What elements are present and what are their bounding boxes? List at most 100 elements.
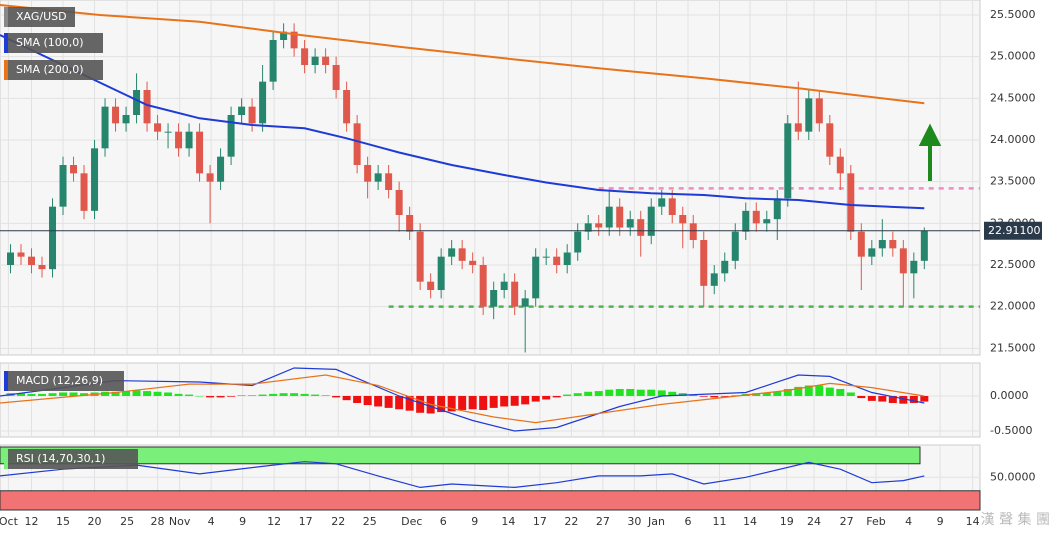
macd-bar: [206, 395, 215, 398]
candle-body: [521, 298, 529, 307]
candle-body: [763, 219, 771, 224]
candle-body: [416, 231, 424, 282]
macd-bar: [773, 391, 782, 396]
legend-box: [4, 60, 103, 80]
candle-body: [122, 115, 130, 124]
x-tick-label: 30: [627, 515, 641, 528]
x-tick-label: Jan: [647, 515, 665, 528]
candle-body: [532, 256, 540, 299]
x-tick-label: 19: [780, 515, 794, 528]
candle-body: [164, 131, 172, 133]
plot-layer: Oct 12 15 20 25 28 Nov 4 9 12 17 22 25 Dec 6 9 14 17 22 27 3…: [0, 0, 1042, 528]
candle-body: [710, 273, 718, 286]
macd-bar: [300, 393, 309, 396]
legend-box: [4, 33, 103, 53]
macd-bar: [237, 395, 246, 396]
macd-bar: [815, 385, 824, 396]
legend-label: SMA (100,0): [16, 36, 84, 49]
candle-body: [7, 252, 15, 265]
macd-bar: [374, 395, 383, 407]
x-tick-label: Nov: [169, 515, 191, 528]
macd-bar: [857, 395, 866, 399]
candle-body: [17, 252, 25, 257]
legend-box: [4, 7, 75, 27]
macd-bar: [279, 393, 288, 396]
legend-box: [4, 371, 124, 391]
candle-body: [469, 260, 477, 265]
candle-body: [301, 48, 309, 65]
macd-bar: [122, 391, 131, 396]
macd-bar: [353, 395, 362, 403]
candle-body: [196, 131, 204, 174]
macd-bar: [699, 395, 708, 397]
macd-bar: [342, 395, 351, 401]
macd-bar: [59, 392, 68, 396]
candle-body: [112, 106, 120, 124]
legend-swatch: [4, 371, 8, 391]
candle-body: [553, 256, 561, 265]
candle-body: [773, 198, 781, 220]
legend-label: MACD (12,26,9): [16, 374, 103, 387]
candle-body: [805, 98, 813, 132]
macd-bar: [195, 395, 204, 397]
macd-bar: [174, 393, 183, 396]
macd-bar: [27, 393, 36, 396]
y-tick-label: 24.0000: [990, 133, 1036, 146]
oversold-zone: [0, 490, 981, 511]
macd-bar: [731, 395, 740, 396]
macd-bar: [825, 387, 834, 396]
candle-body: [574, 231, 582, 253]
macd-bar: [185, 394, 194, 396]
macd-bar: [500, 395, 509, 407]
candle-body: [427, 281, 435, 290]
legend-label: SMA (200,0): [16, 63, 84, 76]
macd-bar: [38, 393, 47, 396]
price-panel: [0, 0, 981, 356]
candle-body: [658, 198, 666, 207]
macd-bar: [111, 391, 120, 396]
y-tick-label: 23.5000: [990, 175, 1036, 188]
candle-body: [28, 256, 36, 265]
candle-body: [490, 290, 498, 307]
legend-label: RSI (14,70,30,1): [16, 452, 105, 465]
candle-body: [332, 65, 340, 90]
macd-bar: [878, 395, 887, 402]
macd-bar: [752, 393, 761, 396]
x-tick-label: 15: [56, 515, 70, 528]
x-tick-label: 25: [363, 515, 377, 528]
x-tick-label: 22: [331, 515, 345, 528]
y-tick-label: 50.0000: [990, 470, 1036, 483]
overbought-zone: [0, 446, 921, 465]
candle-body: [290, 31, 298, 49]
macd-bar: [657, 390, 666, 396]
candle-body: [458, 248, 466, 261]
candle-body: [826, 123, 834, 157]
macd-bar: [458, 395, 467, 410]
candle-body: [878, 240, 886, 249]
candle-body: [920, 230, 928, 261]
candle-body: [143, 90, 151, 124]
macd-bar: [69, 392, 78, 396]
watermark: 漢 聲 集 團: [981, 511, 1050, 528]
candle-body: [353, 123, 361, 165]
macd-bar: [626, 388, 635, 396]
macd-bar: [489, 395, 498, 408]
macd-bar: [804, 385, 813, 396]
candle-body: [322, 56, 330, 65]
x-tick-label: 25: [120, 515, 134, 528]
sma-line: [0, 4, 925, 105]
candle-body: [899, 248, 907, 274]
x-tick-label: 11: [713, 515, 727, 528]
macd-bar: [164, 392, 173, 396]
candle-body: [868, 248, 876, 257]
y-tick-label: -0.5000: [990, 424, 1032, 437]
candle-body: [731, 231, 739, 261]
macd-bar: [909, 395, 918, 403]
candle-body: [238, 106, 246, 115]
macd-bar: [867, 395, 876, 401]
candle-body: [836, 156, 844, 174]
macd-bar: [552, 395, 561, 398]
macd-bar: [468, 395, 477, 410]
x-tick-label: 14: [501, 515, 515, 528]
legend-swatch: [4, 7, 8, 27]
